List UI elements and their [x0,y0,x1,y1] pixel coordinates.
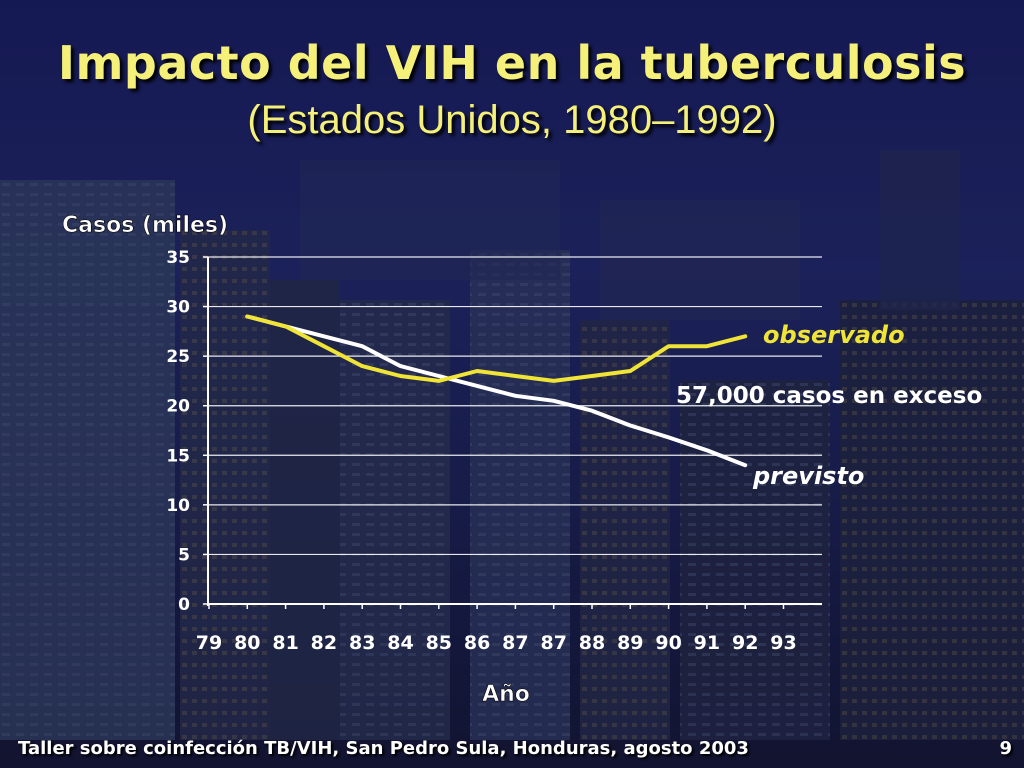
y-tick-label: 15 [166,446,190,466]
x-tick-label: 90 [655,632,681,654]
slide-footer: Taller sobre coinfección TB/VIH, San Ped… [18,738,749,759]
x-tick-label: 89 [617,632,643,654]
x-tick-label: 79 [196,632,222,654]
y-axis-label: Casos (miles) [62,213,228,238]
x-tick-label: 84 [387,632,413,654]
x-tick-label: 86 [464,632,490,654]
x-axis-label: Año [482,682,530,707]
series-lines [245,314,748,468]
y-tick-label: 10 [166,496,190,516]
x-tick-label: 91 [694,632,720,654]
y-tick-label: 35 [166,248,190,268]
slide-subtitle: (Estados Unidos, 1980–1992) [247,98,777,142]
x-tick-label: 85 [426,632,452,654]
x-tick-label: 92 [732,632,758,654]
y-tick-label: 25 [166,347,190,367]
x-tick-label: 87 [540,632,566,654]
x-tick-label: 87 [502,632,528,654]
series-label-previsto: previsto [752,462,864,490]
x-tick-label: 82 [311,632,337,654]
x-tick-label: 88 [579,632,605,654]
y-tick-label: 0 [178,595,190,615]
series-line-previsto [245,314,748,468]
x-tick-label: 80 [234,632,260,654]
slide-title: Impacto del VIH en la tuberculosis [57,36,967,90]
x-tick-label: 93 [770,632,796,654]
series-label-observado: observado [763,321,905,349]
page-number: 9 [999,738,1012,759]
y-tick-label: 30 [166,298,190,318]
x-tick-label: 83 [349,632,375,654]
x-tick-label: 81 [272,632,298,654]
series-line-observado [245,314,748,383]
y-tick-labels: 0 5 10 15 20 25 30 35 [166,248,190,615]
y-tick-label: 20 [166,397,190,417]
y-tick-label: 5 [178,545,190,565]
grid-lines [203,256,822,606]
x-tick-labels: 79 80 81 82 83 84 85 86 87 87 88 89 90 91 92 93 [196,604,797,654]
excess-cases-annotation: 57,000 casos en exceso [676,383,982,409]
